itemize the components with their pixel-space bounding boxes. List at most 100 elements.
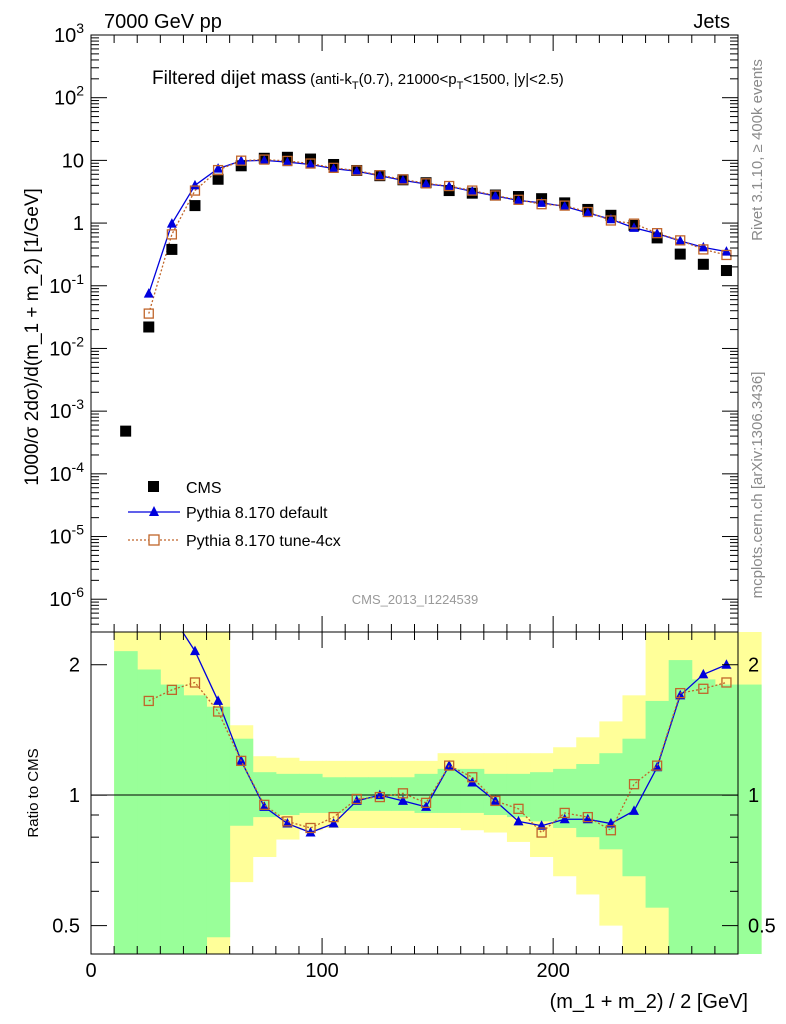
uncertainty-band-inner <box>275 773 300 816</box>
uncertainty-band-inner <box>298 773 323 813</box>
data-point-cms <box>120 425 132 437</box>
ratio-y-tick-label-right: 0.5 <box>748 916 776 938</box>
ratio-point-tune <box>490 795 501 807</box>
data-point-default <box>305 158 316 169</box>
data-point-tune <box>166 229 178 240</box>
data-point-tune <box>444 180 455 192</box>
chart-title-cuts-a: (anti-k <box>310 71 352 88</box>
y-tick-label: 10-6 <box>49 584 84 611</box>
data-point-default <box>259 154 270 165</box>
data-point-tune <box>143 308 154 319</box>
y-tick-label: 10-3 <box>49 396 84 423</box>
data-point-default <box>374 170 385 180</box>
data-point-tune <box>721 249 732 261</box>
data-point-cms <box>674 248 686 260</box>
chart-title-cuts-c: <1500, |y|<2.5) <box>463 71 563 88</box>
data-point-tune <box>628 218 640 229</box>
data-point-tune <box>675 235 686 246</box>
legend-marker-default <box>149 506 159 516</box>
uncertainty-band-inner <box>160 684 184 954</box>
ratio-y-tick-label: 1 <box>69 785 80 807</box>
analysis-watermark: CMS_2013_I1224539 <box>352 592 479 607</box>
data-point-tune <box>328 162 339 174</box>
data-point-default <box>582 207 593 217</box>
legend: CMS Pythia 8.170 default Pythia 8.170 tu… <box>128 480 341 550</box>
ratio-point-default <box>282 818 293 828</box>
legend-label-default: Pythia 8.170 default <box>186 505 328 522</box>
data-point-default <box>143 288 154 298</box>
uncertainty-band-inner <box>206 706 231 938</box>
uncertainty-band-inner <box>691 679 716 954</box>
y-tick-label: 1 <box>73 213 84 235</box>
data-point-cms <box>697 258 709 270</box>
data-point-tune <box>189 185 201 196</box>
data-point-tune <box>698 244 709 255</box>
ratio-point-tune <box>259 799 270 810</box>
uncertainty-band-inner <box>714 684 739 954</box>
ratio-y-tick-label: 2 <box>69 655 80 677</box>
data-point-tune <box>282 155 293 167</box>
ratio-point-tune <box>397 788 409 799</box>
ratio-point-tune <box>374 791 385 803</box>
series-line <box>148 159 727 294</box>
x-tick-label: 100 <box>305 960 338 982</box>
data-point-default <box>698 241 709 252</box>
x-tick-label: 0 <box>85 960 96 982</box>
y-tick-label: 10-2 <box>49 333 84 360</box>
header-process-label: Jets <box>693 11 730 33</box>
ratio-point-tune <box>698 683 709 694</box>
y-axis-label: 1000/σ 2dσ)/d(m_1 + m_2) [1/GeV] <box>22 188 43 486</box>
chart-title-sub-T2: T <box>457 80 464 92</box>
ratio-point-tune <box>282 816 293 827</box>
ratio-point-default <box>305 827 316 837</box>
uncertainty-band-inner <box>599 753 623 850</box>
ratio-point-default <box>675 689 686 700</box>
ratio-point-default <box>513 815 524 826</box>
ratio-point-tune <box>467 772 478 783</box>
ratio-point-default <box>559 813 570 824</box>
legend-marker-cms <box>148 481 159 492</box>
data-point-cms <box>166 243 178 255</box>
data-point-tune <box>305 158 316 169</box>
ratio-point-default <box>213 695 224 705</box>
data-point-default <box>490 190 501 201</box>
ratio-point-tune <box>444 760 455 771</box>
chart-title: Filtered dijet mass (anti-k T(0.7), 21000<… <box>152 68 564 92</box>
ratio-point-tune <box>582 811 593 823</box>
ratio-point-tune <box>536 827 547 838</box>
uncertainty-band-inner <box>414 773 439 813</box>
ratio-point-default <box>167 610 177 620</box>
ratio-point-tune <box>236 755 247 767</box>
data-point-tune <box>259 154 270 165</box>
data-point-tune <box>397 174 409 185</box>
data-point-default <box>328 163 339 173</box>
chart-title-cuts-b: (0.7), 21000<p <box>359 71 457 88</box>
uncertainty-band-inner <box>114 651 138 954</box>
ratio-point-tune <box>559 807 570 819</box>
ratio-point-tune <box>212 706 224 717</box>
ratio-series-line <box>148 681 727 834</box>
data-point-cms <box>720 265 732 277</box>
data-point-default <box>351 165 362 176</box>
ratio-point-tune <box>328 811 339 823</box>
series-line <box>148 158 727 314</box>
x-tick-label: 200 <box>536 960 569 982</box>
data-point-default <box>282 156 293 167</box>
uncertainty-band-inner <box>668 660 693 954</box>
header-energy-label: 7000 GeV pp <box>104 11 222 33</box>
data-point-default <box>652 228 663 238</box>
y-tick-label: 102 <box>54 83 84 110</box>
y-tick-label: 10 <box>62 150 84 172</box>
data-point-tune <box>536 199 547 210</box>
ratio-point-default <box>328 818 339 828</box>
chart-title-main: Filtered dijet mass <box>152 68 306 89</box>
data-point-tune <box>420 178 432 189</box>
data-point-default <box>166 218 177 228</box>
data-point-default <box>513 194 524 205</box>
uncertainty-band-inner <box>553 768 577 828</box>
data-point-tune <box>490 190 501 201</box>
data-point-default <box>605 213 616 224</box>
uncertainty-band-inner <box>137 669 161 954</box>
ratio-point-tune <box>351 793 362 805</box>
